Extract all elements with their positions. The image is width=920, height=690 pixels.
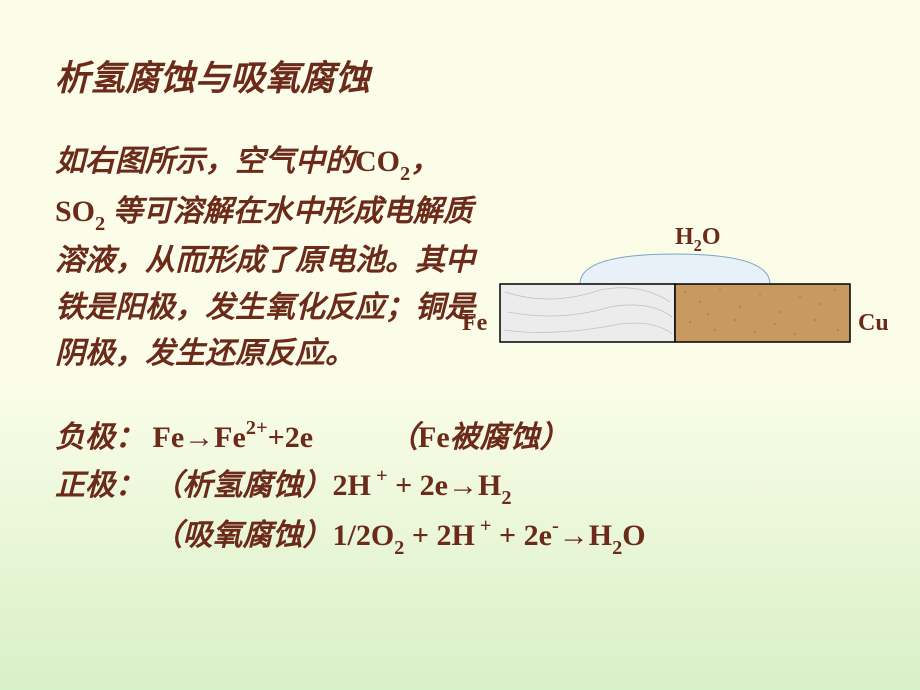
arrow: → [448, 469, 478, 502]
t: 2H [333, 469, 371, 502]
co2: CO [355, 145, 400, 178]
sup: 2+ [246, 417, 268, 439]
anode-label: 负极： [55, 421, 145, 454]
text: 等可溶解在水中形成电解质溶液，从而形成了原电池。其中铁是阳极，发生氧化反应；铜是… [55, 195, 475, 371]
sup: + [475, 515, 492, 537]
t: O [622, 519, 645, 552]
cathode-line-1: 正极： （析氢腐蚀）2H + + 2e→H2 [55, 462, 880, 513]
t: H [589, 519, 612, 552]
cu-label: Cu [858, 310, 889, 337]
anode-note: （Fe被腐蚀） [388, 421, 570, 454]
cathode-label: 正极： [55, 469, 145, 502]
o-absorption-note: （吸氧腐蚀） [153, 519, 333, 552]
h-evolution-note: （析氢腐蚀） [153, 469, 333, 502]
so2-sub: 2 [95, 213, 105, 235]
sup: + [371, 465, 388, 487]
equations: 负极： Fe→Fe2++2e （Fe被腐蚀） 正极： （析氢腐蚀）2H + + … [55, 414, 880, 563]
sub: 2 [612, 537, 622, 559]
o: O [702, 224, 721, 250]
slide: 析氢腐蚀与吸氧腐蚀 如右图所示，空气中的CO2，SO2 等可溶解在水中形成电解质… [0, 0, 920, 690]
sub: 2 [501, 487, 511, 509]
anode-line: 负极： Fe→Fe2++2e （Fe被腐蚀） [55, 414, 880, 462]
h2o-sub: 2 [694, 236, 702, 255]
cathode-line-2: （吸氧腐蚀）1/2O2 + 2H + + 2e-→H2O [55, 512, 880, 563]
co2-sub: 2 [400, 163, 410, 185]
sup: - [552, 515, 559, 537]
arrow: → [184, 421, 214, 454]
slide-title: 析氢腐蚀与吸氧腐蚀 [55, 50, 880, 101]
text: 如右图所示，空气中的 [55, 145, 355, 178]
t: +2e [268, 421, 313, 454]
sub: 2 [394, 537, 404, 559]
fe-label: Fe [462, 310, 487, 337]
t: + 2e [492, 519, 552, 552]
so2: SO [55, 195, 95, 228]
arrow: → [559, 519, 589, 552]
corrosion-diagram: H2O Fe Cu [460, 212, 890, 357]
fe-text: Fe [418, 421, 450, 454]
intro-paragraph: 如右图所示，空气中的CO2，SO2 等可溶解在水中形成电解质溶液，从而形成了原电… [55, 139, 475, 378]
t: + 2H [404, 519, 474, 552]
t: H [478, 469, 501, 502]
h2o-label: H2O [675, 224, 721, 255]
t: Fe [153, 421, 185, 454]
t: + 2e [388, 469, 448, 502]
t: 1/2O [333, 519, 395, 552]
t: Fe [214, 421, 246, 454]
h: H [675, 224, 694, 250]
text: ， [410, 145, 440, 178]
